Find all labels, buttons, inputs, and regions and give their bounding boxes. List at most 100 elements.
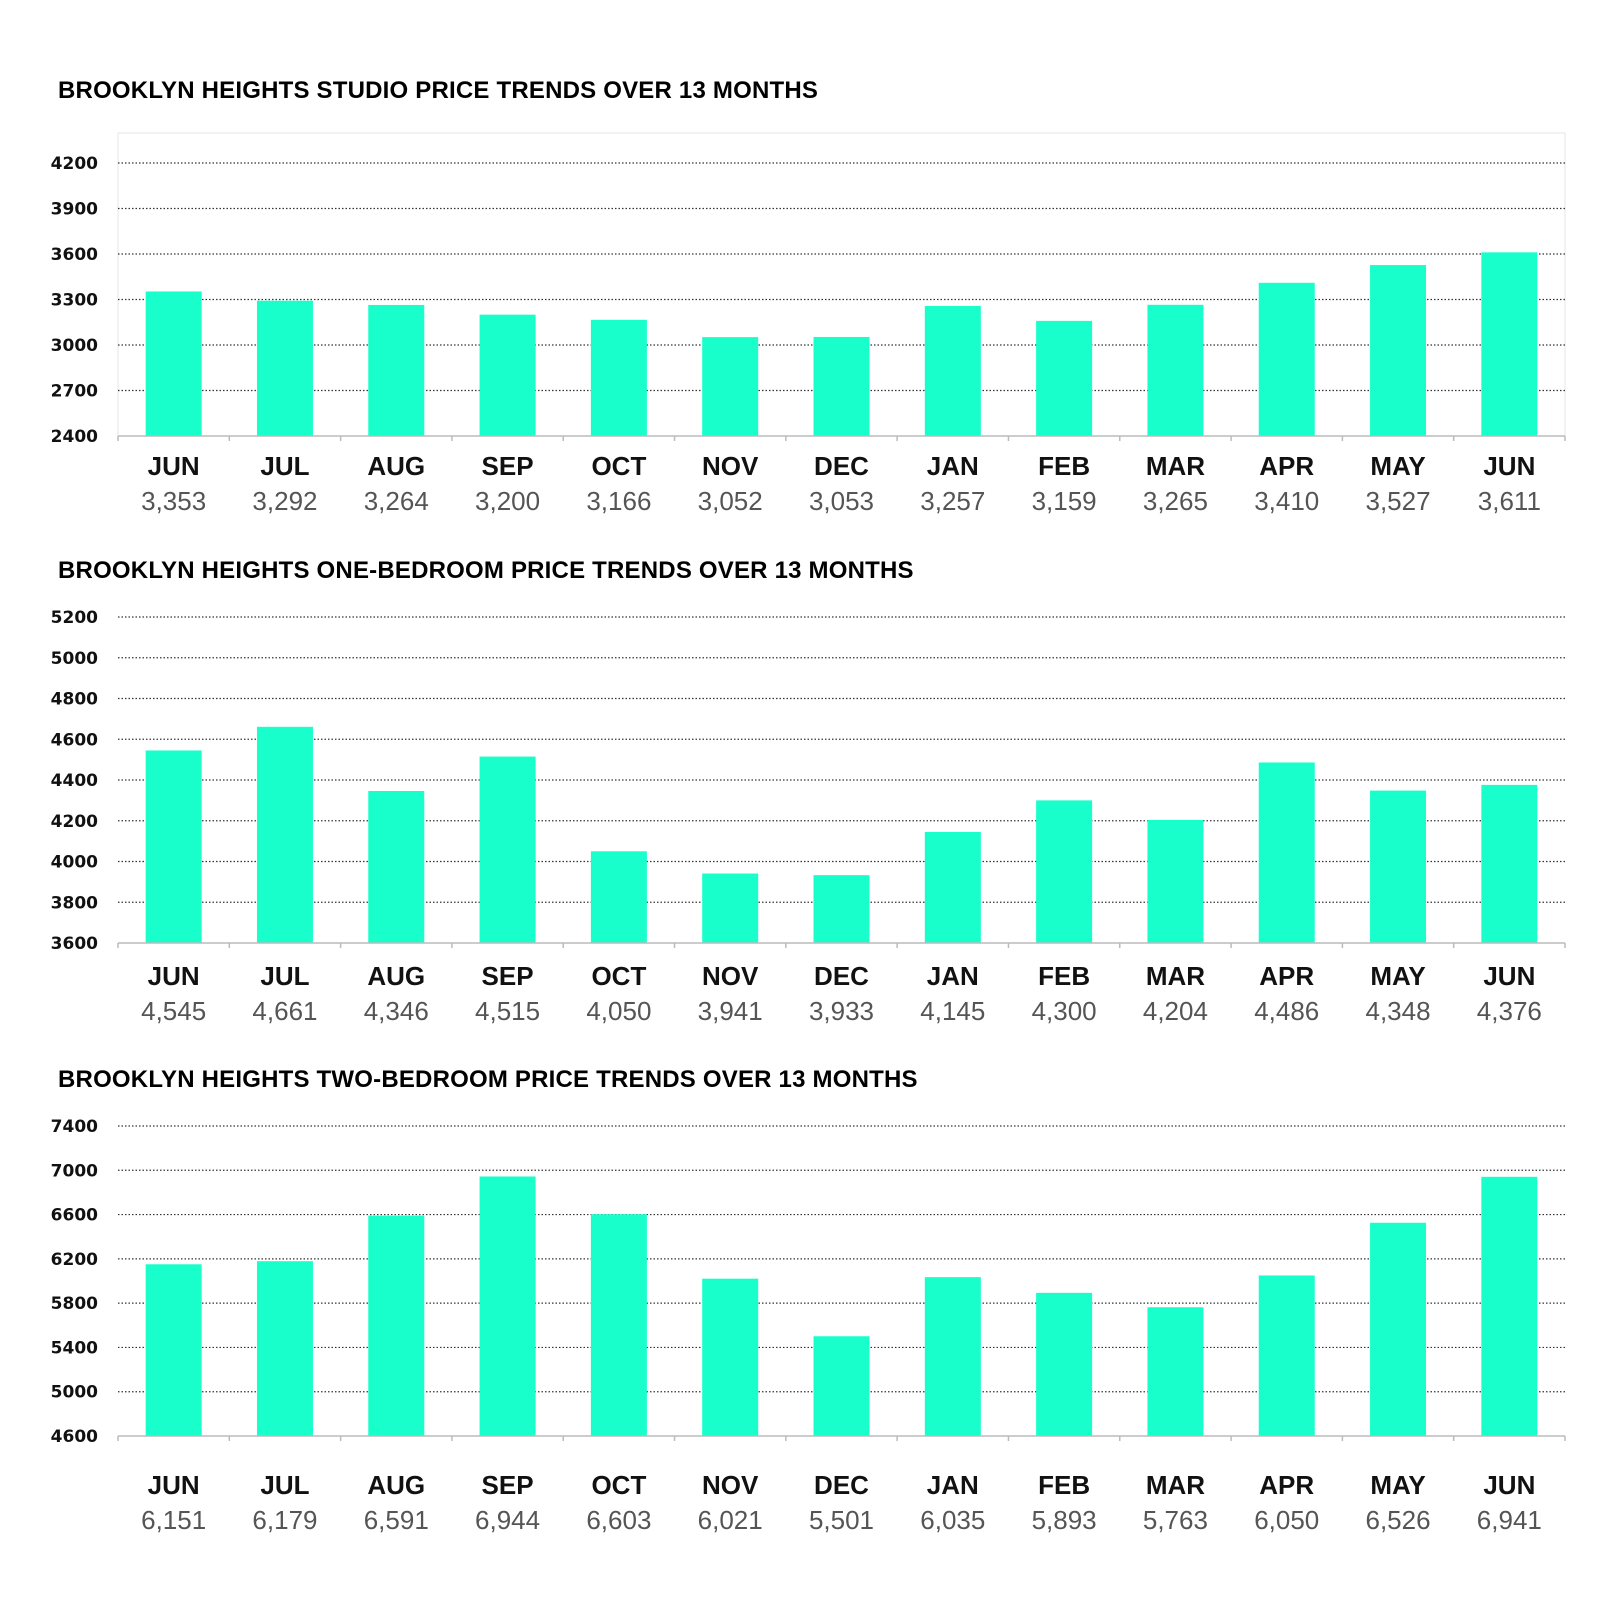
value-label: 5,893 (1032, 1505, 1097, 1535)
y-tick-label: 3900 (51, 200, 98, 220)
value-label: 3,353 (141, 486, 206, 516)
value-label: 3,292 (252, 486, 317, 516)
y-tick-label: 3600 (51, 245, 98, 265)
one-bedroom-chart-svg: 3600 3800 4000 4200 4400 4600 4800 5000 5200 JUN 4… (51, 608, 1566, 1026)
bar (1258, 762, 1315, 943)
y-tick-label: 4600 (51, 1427, 98, 1447)
bar (924, 1277, 981, 1436)
month-label: FEB (1038, 1470, 1090, 1500)
value-label: 4,300 (1032, 996, 1097, 1026)
bar (590, 851, 647, 943)
bar (256, 300, 313, 436)
value-label: 6,151 (141, 1505, 206, 1535)
bar (702, 1278, 759, 1436)
value-label: 4,661 (252, 996, 317, 1026)
y-tick-label: 3600 (51, 934, 98, 954)
chart-title: BROOKLYN HEIGHTS STUDIO PRICE TRENDS OVE… (58, 77, 819, 104)
month-label: APR (1259, 961, 1314, 991)
value-label: 4,348 (1365, 996, 1430, 1026)
bar (1036, 320, 1093, 436)
studio-chart-svg: 2400 2700 3000 3300 3600 3900 4200 JUN 3,353 JUL 3… (51, 132, 1566, 516)
value-label: 4,204 (1143, 996, 1208, 1026)
y-tick-label: 4200 (51, 154, 98, 174)
value-label: 5,763 (1143, 1505, 1208, 1535)
value-label: 6,526 (1365, 1505, 1430, 1535)
value-label: 3,527 (1365, 486, 1430, 516)
month-label: NOV (702, 1470, 759, 1500)
month-label: MAR (1146, 451, 1205, 481)
chart-title: BROOKLYN HEIGHTS TWO-BEDROOM PRICE TREND… (58, 1066, 918, 1093)
month-label: JAN (927, 961, 979, 991)
value-label: 6,591 (364, 1505, 429, 1535)
value-label: 3,933 (809, 996, 874, 1026)
bar (479, 1176, 536, 1436)
month-label: FEB (1038, 961, 1090, 991)
value-label: 4,050 (586, 996, 651, 1026)
y-tick-label: 2400 (51, 427, 98, 447)
bar (1036, 800, 1093, 943)
y-tick-label: 4600 (51, 730, 98, 750)
month-label: JUL (260, 961, 309, 991)
value-label: 3,053 (809, 486, 874, 516)
value-label: 6,944 (475, 1505, 540, 1535)
y-tick-label: 5000 (51, 649, 98, 669)
bar (590, 1214, 647, 1436)
value-label: 3,941 (698, 996, 763, 1026)
y-tick-label: 3300 (51, 291, 98, 311)
value-label: 6,941 (1477, 1505, 1542, 1535)
value-label: 5,501 (809, 1505, 874, 1535)
month-label: JUN (148, 1470, 200, 1500)
bar (1147, 304, 1204, 436)
bar (368, 304, 425, 436)
bar (1370, 1222, 1427, 1436)
month-label: SEP (482, 961, 534, 991)
value-label: 3,264 (364, 486, 429, 516)
bar (145, 291, 202, 436)
month-label: SEP (482, 1470, 534, 1500)
value-label: 4,545 (141, 996, 206, 1026)
y-tick-label: 5200 (51, 608, 98, 628)
y-tick-label: 6200 (51, 1250, 98, 1270)
month-label: MAY (1370, 451, 1425, 481)
value-label: 4,515 (475, 996, 540, 1026)
month-label: JAN (927, 451, 979, 481)
month-label: FEB (1038, 451, 1090, 481)
bar (479, 314, 536, 436)
bar (368, 791, 425, 943)
bar (813, 336, 870, 436)
month-label: JUL (260, 1470, 309, 1500)
month-label: JUN (148, 961, 200, 991)
value-label: 3,159 (1032, 486, 1097, 516)
month-label: MAY (1370, 961, 1425, 991)
bar (1370, 790, 1427, 943)
value-label: 3,410 (1254, 486, 1319, 516)
value-label: 6,603 (586, 1505, 651, 1535)
month-label: DEC (814, 961, 869, 991)
y-tick-label: 4400 (51, 771, 98, 791)
value-label: 6,035 (920, 1505, 985, 1535)
value-label: 3,200 (475, 486, 540, 516)
value-label: 4,346 (364, 996, 429, 1026)
month-label: AUG (367, 1470, 425, 1500)
bar (1258, 282, 1315, 436)
bar (1258, 1275, 1315, 1436)
bar (924, 831, 981, 943)
value-label: 6,179 (252, 1505, 317, 1535)
month-label: JUN (1483, 451, 1535, 481)
month-label: SEP (482, 451, 534, 481)
y-tick-label: 4800 (51, 690, 98, 710)
bar (256, 726, 313, 943)
y-tick-label: 2700 (51, 382, 98, 402)
month-label: OCT (591, 961, 646, 991)
y-tick-label: 3800 (51, 893, 98, 913)
value-label: 6,050 (1254, 1505, 1319, 1535)
month-label: JUN (1483, 961, 1535, 991)
month-label: DEC (814, 451, 869, 481)
y-tick-label: 5800 (51, 1294, 98, 1314)
bar (702, 337, 759, 436)
month-label: JAN (927, 1470, 979, 1500)
bar (590, 319, 647, 436)
month-label: NOV (702, 451, 759, 481)
month-label: MAR (1146, 961, 1205, 991)
value-label: 3,257 (920, 486, 985, 516)
